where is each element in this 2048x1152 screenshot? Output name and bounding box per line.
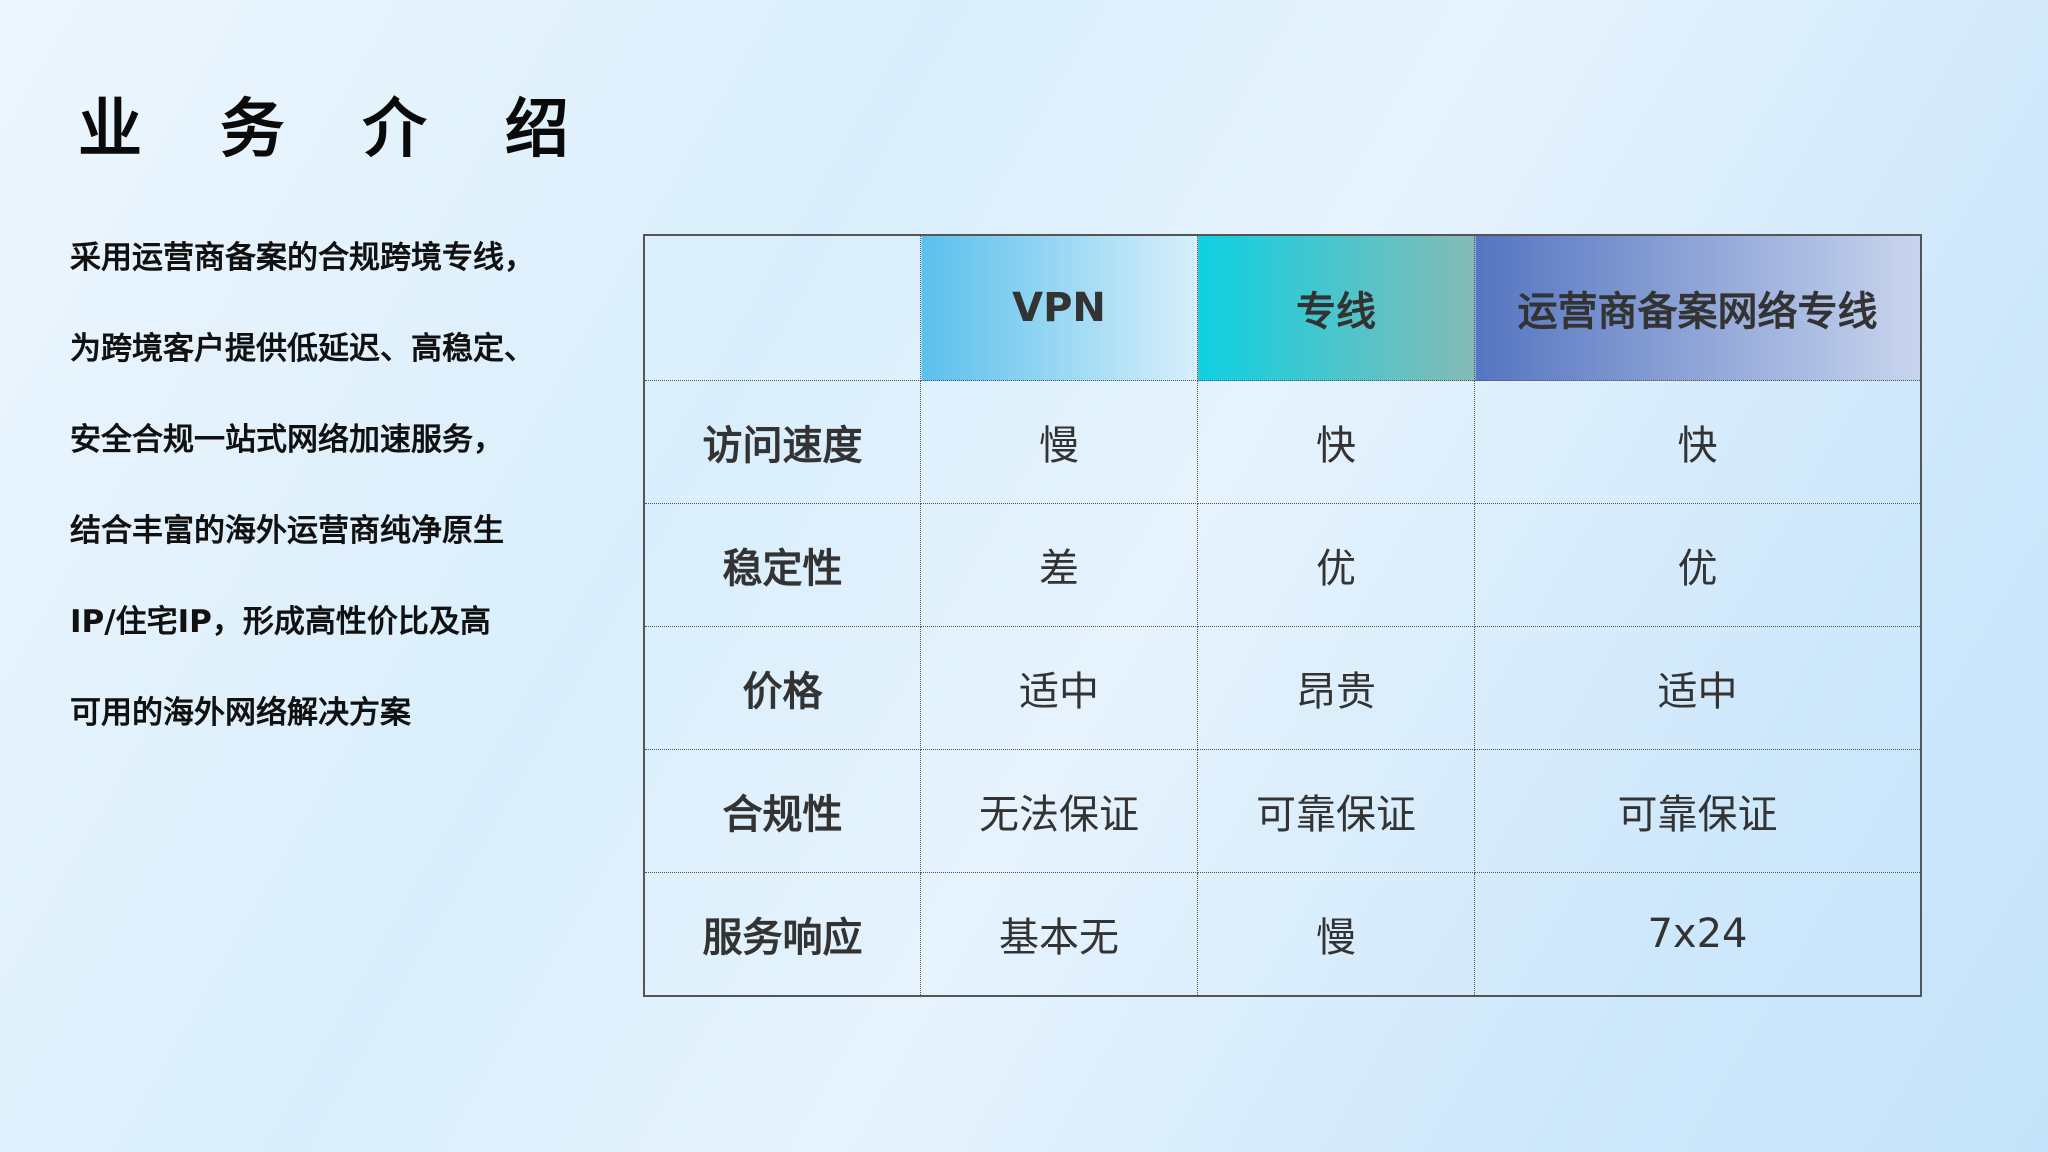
header-vpn: VPN [920,234,1198,381]
header-carrier-line: 运营商备案网络专线 [1474,234,1922,381]
table-cell: 慢 [920,380,1198,504]
row-header: 访问速度 [643,380,921,504]
table-cell: 7x24 [1474,872,1922,997]
description-line: 为跨境客户提供低延迟、高稳定、 [70,331,535,367]
table-cell: 昂贵 [1197,626,1475,750]
table-cell: 优 [1197,503,1475,627]
page-title: 业 务 介 绍 [78,93,597,167]
row-header: 服务响应 [643,872,921,997]
table-cell: 适中 [1474,626,1922,750]
table-cell: 优 [1474,503,1922,627]
header-empty [643,234,921,381]
table-cell: 可靠保证 [1474,749,1922,873]
table-row: 价格 适中 昂贵 适中 [643,626,1922,750]
table-cell: 慢 [1197,872,1475,997]
table-cell: 无法保证 [920,749,1198,873]
table-row: 稳定性差优优 [643,503,1922,627]
row-header: 合规性 [643,749,921,873]
table-cell: 基本无 [920,872,1198,997]
table-cell: 差 [920,503,1198,627]
description-line: 安全合规一站式网络加速服务， [70,422,504,458]
table-cell: 快 [1197,380,1475,504]
table-row: 合规性 无法保证 可靠保证 可靠保证 [643,749,1922,873]
table-row: 服务响应 基本无慢 7x24 [643,872,1922,997]
table-cell: 可靠保证 [1197,749,1475,873]
table-cell: 快 [1474,380,1922,504]
description-line: 采用运营商备案的合规跨境专线， [70,240,535,276]
description: 采用运营商备案的合规跨境专线， 为跨境客户提供低延迟、高稳定、 安全合规一站式网… [70,230,630,776]
description-line: 结合丰富的海外运营商纯净原生 [70,513,504,549]
table-row: 访问速度慢快快 [643,380,1922,504]
description-line: 可用的海外网络解决方案 [70,695,411,731]
comparison-table: VPN 专线 运营商备案网络专线 访问速度慢快快稳定性差优优价格 适中 昂贵 适中 合规… [643,234,1922,997]
table-header-row: VPN 专线 运营商备案网络专线 [643,234,1922,381]
description-line: IP/住宅IP，形成高性价比及高 [70,604,491,640]
row-header: 价格 [643,626,921,750]
row-header: 稳定性 [643,503,921,627]
header-dedicated-line: 专线 [1197,234,1475,381]
table-cell: 适中 [920,626,1198,750]
